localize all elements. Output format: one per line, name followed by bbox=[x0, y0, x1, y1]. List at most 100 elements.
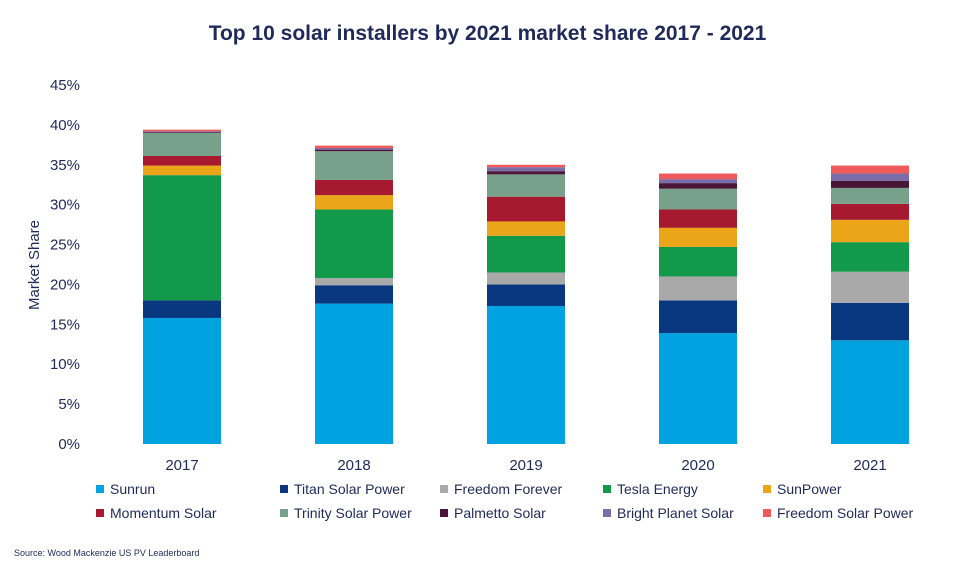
bar-segment bbox=[487, 171, 565, 175]
bar-segment bbox=[487, 164, 565, 168]
y-tick-label: 30% bbox=[50, 197, 80, 214]
legend-swatch bbox=[603, 509, 611, 517]
y-tick-label: 35% bbox=[50, 157, 80, 174]
chart-plot: 0%5%10%15%20%25%30%35%40%45% 2017 2018 201… bbox=[26, 77, 909, 474]
legend-item: Freedom Solar Power bbox=[763, 505, 913, 521]
x-tick-label: 2020 bbox=[681, 457, 714, 474]
bar-segment bbox=[143, 300, 221, 318]
bar-segment bbox=[831, 173, 909, 181]
bar-segment bbox=[659, 246, 737, 277]
bar-segment bbox=[143, 132, 221, 133]
bar-segment bbox=[315, 151, 393, 180]
legend-label: Tesla Energy bbox=[617, 481, 698, 497]
legend-label: Sunrun bbox=[110, 481, 156, 497]
legend-label: Freedom Solar Power bbox=[777, 505, 914, 521]
legend-item: Freedom Forever bbox=[440, 481, 562, 497]
bar-segment bbox=[659, 173, 737, 180]
legend-item: Titan Solar Power bbox=[280, 481, 405, 497]
legend-label: Bright Planet Solar bbox=[617, 505, 734, 521]
bar-segment bbox=[143, 175, 221, 301]
legend-label: Titan Solar Power bbox=[294, 481, 405, 497]
bar-segment bbox=[143, 129, 221, 132]
bar-segment bbox=[143, 165, 221, 176]
legend-swatch bbox=[763, 509, 771, 517]
legend-label: Trinity Solar Power bbox=[294, 505, 412, 521]
bar-segment bbox=[487, 196, 565, 222]
bar-stacks bbox=[143, 129, 909, 444]
x-axis-ticks: 2017 2018 2019 2020 2021 bbox=[165, 457, 886, 474]
bar-segment bbox=[659, 183, 737, 189]
bar-segment bbox=[487, 284, 565, 306]
legend-label: Freedom Forever bbox=[454, 481, 563, 497]
bar-segment bbox=[315, 285, 393, 304]
bar-segment bbox=[487, 174, 565, 197]
legend-item: Momentum Solar bbox=[96, 505, 217, 521]
y-tick-label: 45% bbox=[50, 77, 80, 94]
bar-segment bbox=[831, 165, 909, 174]
bar-segment bbox=[315, 209, 393, 279]
bar-segment bbox=[831, 219, 909, 243]
bar-segment bbox=[315, 148, 393, 150]
bar-segment bbox=[831, 302, 909, 341]
bar-segment bbox=[487, 305, 565, 444]
legend-swatch bbox=[96, 485, 104, 493]
x-tick-label: 2018 bbox=[337, 457, 370, 474]
bar-segment bbox=[143, 131, 221, 133]
chart-title: Top 10 solar installers by 2021 market s… bbox=[208, 22, 767, 45]
bar-segment bbox=[831, 180, 909, 188]
legend-swatch bbox=[280, 485, 288, 493]
bar-segment bbox=[487, 272, 565, 285]
bar-segment bbox=[831, 187, 909, 204]
bar-segment bbox=[831, 203, 909, 220]
legend-swatch bbox=[96, 509, 104, 517]
legend-swatch bbox=[440, 509, 448, 517]
bar-segment bbox=[487, 167, 565, 172]
legend-item: Bright Planet Solar bbox=[603, 505, 734, 521]
legend-swatch bbox=[603, 485, 611, 493]
x-tick-label: 2019 bbox=[509, 457, 542, 474]
bar-segment bbox=[315, 179, 393, 196]
bar-segment bbox=[659, 188, 737, 210]
y-tick-label: 10% bbox=[50, 356, 80, 373]
bar-segment bbox=[315, 303, 393, 444]
legend-swatch bbox=[763, 485, 771, 493]
bar-segment bbox=[659, 209, 737, 228]
bar-segment bbox=[659, 276, 737, 301]
bar-segment bbox=[143, 156, 221, 166]
legend-item: Tesla Energy bbox=[603, 481, 698, 497]
legend-label: Momentum Solar bbox=[110, 505, 217, 521]
y-tick-label: 25% bbox=[50, 237, 80, 254]
x-tick-label: 2021 bbox=[853, 457, 886, 474]
bar-segment bbox=[315, 149, 393, 152]
bar-segment bbox=[659, 300, 737, 334]
bar-segment bbox=[143, 132, 221, 157]
bar-segment bbox=[831, 242, 909, 272]
bar-segment bbox=[659, 333, 737, 444]
bar-segment bbox=[315, 145, 393, 149]
legend-label: SunPower bbox=[777, 481, 842, 497]
legend-label: Palmetto Solar bbox=[454, 505, 546, 521]
y-tick-label: 40% bbox=[50, 117, 80, 134]
y-axis-title: Market Share bbox=[26, 220, 43, 310]
bar-segment bbox=[315, 278, 393, 286]
legend-item: SunPower bbox=[763, 481, 842, 497]
bar-segment bbox=[659, 227, 737, 247]
y-tick-label: 20% bbox=[50, 276, 80, 293]
y-tick-label: 0% bbox=[58, 436, 80, 453]
legend-item: Trinity Solar Power bbox=[280, 505, 412, 521]
legend-item: Palmetto Solar bbox=[440, 505, 546, 521]
legend-item: Sunrun bbox=[96, 481, 155, 497]
bar-segment bbox=[659, 179, 737, 184]
y-tick-label: 5% bbox=[58, 396, 80, 413]
y-axis-ticks: 0% 5% 10% 15% 20% 25% 30% 35% 40% 45% bbox=[50, 77, 80, 453]
bar-segment bbox=[487, 235, 565, 273]
legend-swatch bbox=[280, 509, 288, 517]
source-note: Source: Wood Mackenzie US PV Leaderboard bbox=[14, 548, 200, 558]
bar-segment bbox=[831, 271, 909, 303]
y-tick-label: 15% bbox=[50, 316, 80, 333]
bar-segment bbox=[831, 340, 909, 444]
bar-segment bbox=[143, 317, 221, 444]
legend-swatch bbox=[440, 485, 448, 493]
bar-segment bbox=[487, 221, 565, 236]
bar-segment bbox=[315, 195, 393, 210]
